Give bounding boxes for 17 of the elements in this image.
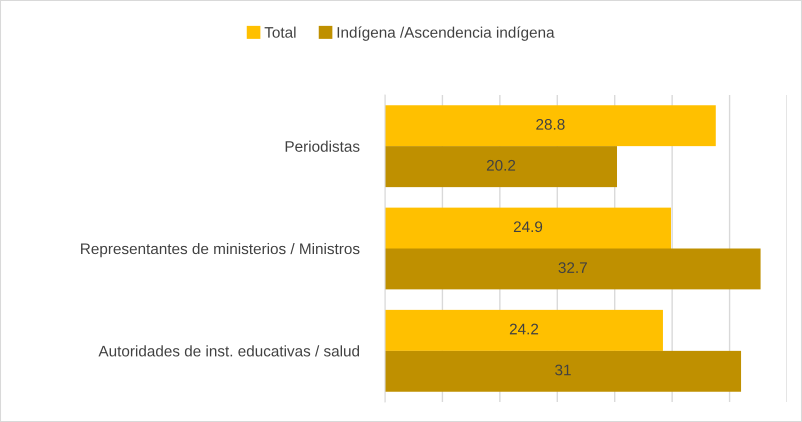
y-tick-label: Representantes de ministerios / Ministros bbox=[81, 242, 360, 258]
data-label: 31 bbox=[555, 364, 571, 376]
bar bbox=[385, 350, 742, 392]
y-tick-label: Autoridades de inst. educativas / salud bbox=[98, 345, 360, 357]
y-tick-label: Periodistas bbox=[286, 140, 360, 152]
data-label: 24.2 bbox=[510, 324, 538, 334]
legend-label: Total bbox=[264, 26, 296, 38]
data-label: 20.2 bbox=[486, 160, 516, 171]
data-label: 32.7 bbox=[558, 262, 587, 274]
data-label: 28.8 bbox=[536, 118, 565, 130]
bar bbox=[385, 208, 671, 248]
bar bbox=[385, 105, 716, 146]
legend-label: Indígena /Ascendencia indígena bbox=[338, 26, 555, 41]
bar bbox=[385, 146, 618, 188]
bar bbox=[385, 248, 761, 290]
data-label: 24.9 bbox=[514, 221, 542, 232]
bar bbox=[385, 310, 663, 351]
